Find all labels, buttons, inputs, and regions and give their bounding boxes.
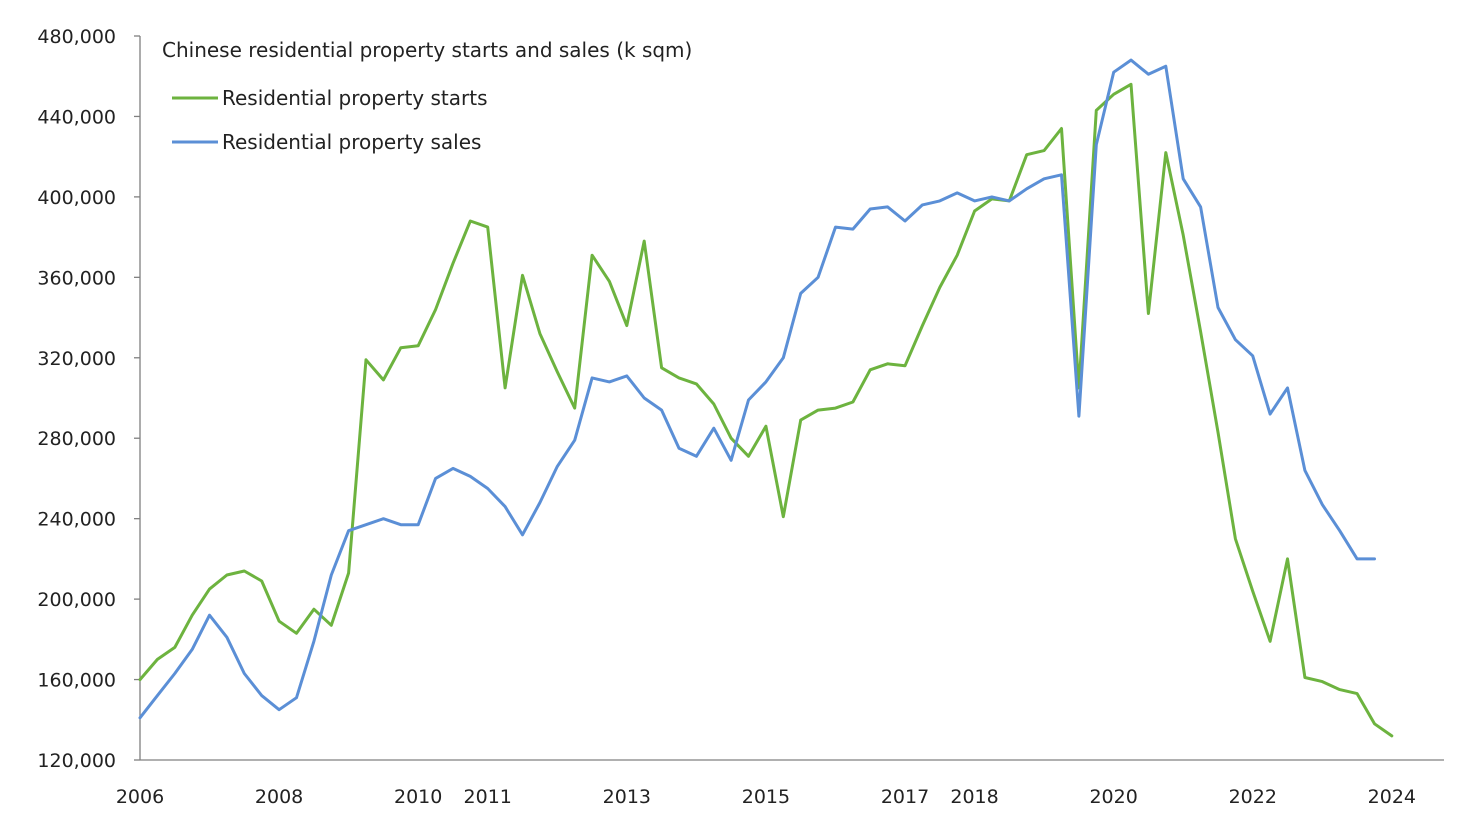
y-tick-label: 120,000	[37, 750, 116, 772]
legend-label-starts: Residential property starts	[222, 86, 488, 110]
legend: Residential property starts Residential p…	[172, 86, 488, 154]
legend-label-sales: Residential property sales	[222, 130, 481, 154]
x-tick-label: 2017	[881, 786, 929, 808]
y-tick-label: 200,000	[37, 589, 116, 611]
y-tick-label: 160,000	[37, 670, 116, 692]
x-tick-label: 2018	[950, 786, 998, 808]
x-tick-label: 2011	[464, 786, 512, 808]
series-line-starts	[138, 82, 1394, 738]
x-axis: 2006 2008 2010 2011 2013 2015 2017 2018 2020 2022…	[116, 759, 1444, 808]
y-tick-label: 480,000	[37, 26, 116, 48]
y-tick-label: 240,000	[37, 509, 116, 531]
x-tick-label: 2008	[255, 786, 303, 808]
x-tick-label: 2020	[1089, 786, 1137, 808]
series-lines	[138, 58, 1394, 738]
y-axis: 120,000 160,000 200,000 240,000 280,000 320,0…	[37, 26, 141, 772]
y-tick-label: 360,000	[37, 267, 116, 289]
chart-title: Chinese residential property starts and …	[162, 38, 692, 62]
x-tick-label: 2006	[116, 786, 164, 808]
y-tick-label: 400,000	[37, 187, 116, 209]
x-tick-label: 2015	[742, 786, 790, 808]
y-tick-label: 280,000	[37, 428, 116, 450]
x-tick-label: 2013	[603, 786, 651, 808]
x-tick-label: 2024	[1368, 786, 1416, 808]
y-tick-label: 440,000	[37, 106, 116, 128]
y-tick-label: 320,000	[37, 348, 116, 370]
x-tick-label: 2022	[1229, 786, 1277, 808]
x-tick-label: 2010	[394, 786, 442, 808]
series-line-sales	[138, 58, 1376, 720]
